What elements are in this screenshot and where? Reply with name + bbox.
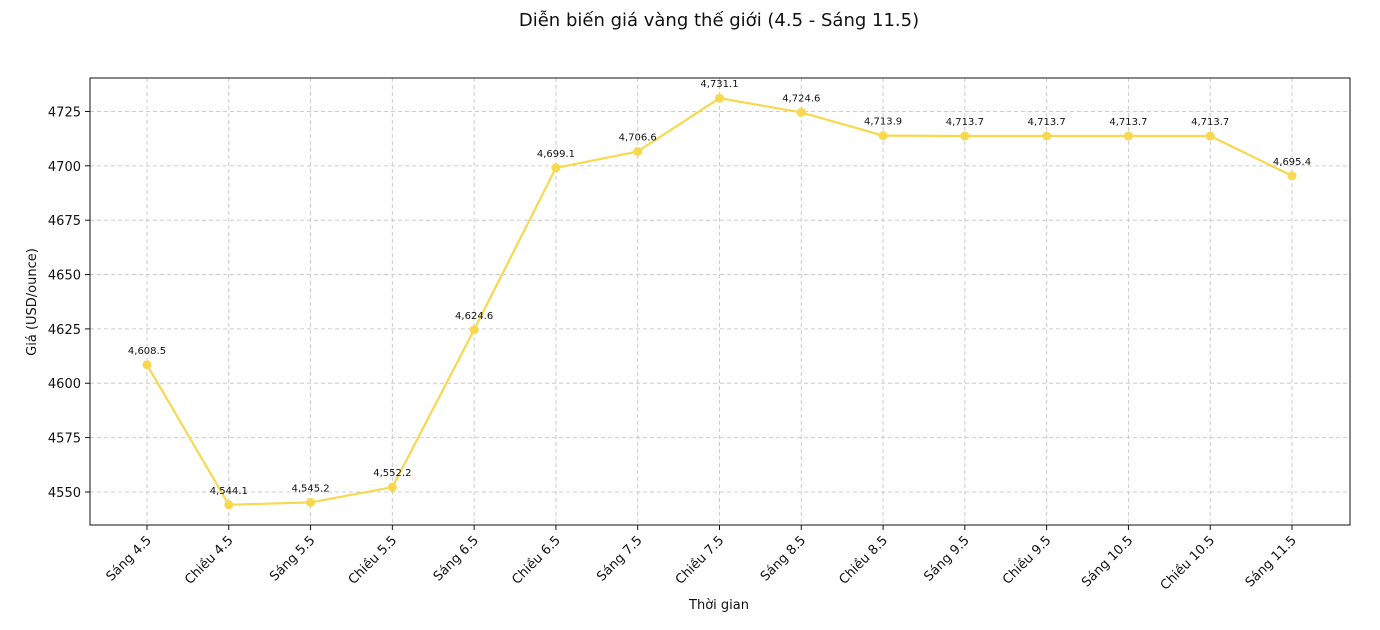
grid-lines [90,78,1350,525]
x-tick-label: Sáng 6.5 [431,533,482,584]
y-tick-label: 4550 [48,486,81,501]
x-axis: Sáng 4.5 Chiều 4.5 Sáng 5.5 Chiều 5.5 Sáng 6… [104,525,1300,594]
x-tick-label: Sáng 10.5 [1079,533,1136,590]
data-point [551,163,561,173]
data-label: 4,695.4 [1273,157,1311,168]
data-point [796,107,806,117]
x-tick-label: Chiều 7.5 [673,533,727,587]
data-point [142,360,152,370]
data-point [633,146,643,156]
data-label: 4,552.2 [373,468,411,479]
y-axis-label: Giá (USD/ounce) [25,248,40,356]
data-label: 4,713.7 [1028,117,1066,128]
x-tick-label: Chiều 6.5 [509,533,563,587]
x-tick-label: Chiều 5.5 [346,533,400,587]
data-point [469,325,479,335]
data-label: 4,608.5 [128,346,166,357]
y-tick-label: 4650 [48,269,81,284]
data-point [1205,131,1215,141]
y-tick-label: 4725 [48,105,81,120]
data-point [387,482,397,492]
y-tick-label: 4575 [48,432,81,447]
data-label: 4,713.9 [864,117,902,128]
x-axis-label: Thời gian [688,598,749,613]
x-tick-label: Sáng 5.5 [267,533,318,584]
data-label: 4,545.2 [291,483,329,494]
data-point [960,131,970,141]
data-label: 4,706.6 [619,132,657,143]
data-label: 4,713.7 [946,117,984,128]
x-tick-label: Sáng 8.5 [758,533,809,584]
data-label: 4,544.1 [210,486,248,497]
data-point [715,93,724,103]
data-point [878,131,888,141]
y-tick-label: 4675 [48,214,81,229]
data-point [1123,131,1133,141]
data-point [1287,171,1297,181]
x-tick-label: Sáng 4.5 [104,533,155,584]
data-label: 4,624.6 [455,311,493,322]
x-tick-label: Chiều 8.5 [836,533,890,587]
data-labels: 4,608.5 4,544.1 4,545.2 4,552.2 4,624.6 4,699… [128,79,1311,497]
data-label: 4,724.6 [782,93,820,104]
data-label: 4,713.7 [1191,117,1229,128]
data-label: 4,731.1 [700,79,738,90]
x-tick-label: Chiều 10.5 [1158,533,1218,593]
x-tick-label: Sáng 7.5 [594,533,645,584]
data-point [306,497,316,507]
data-label: 4,713.7 [1109,117,1147,128]
x-tick-label: Sáng 9.5 [921,533,972,584]
data-label: 4,699.1 [537,149,575,160]
data-points [142,93,1297,510]
y-tick-label: 4625 [48,323,81,338]
x-tick-label: Chiều 9.5 [1000,533,1054,587]
y-axis: 4550 4575 4600 4625 4650 4675 4700 4725 [48,105,90,501]
data-point [224,500,234,510]
y-tick-label: 4600 [48,377,81,392]
y-tick-label: 4700 [48,160,81,175]
data-point [1042,131,1052,141]
x-tick-label: Sáng 11.5 [1243,533,1300,590]
chart-title: Diễn biến giá vàng thế giới (4.5 - Sáng … [519,10,919,31]
x-tick-label: Chiều 4.5 [182,533,236,587]
